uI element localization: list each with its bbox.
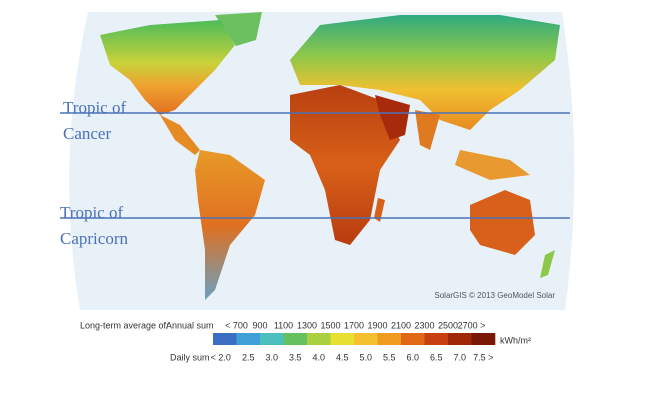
daily-tick-label: 6.5 (430, 352, 443, 362)
color-bar-segment (471, 333, 496, 345)
color-bar-segment (424, 333, 449, 345)
color-bar-segment (354, 333, 378, 345)
daily-tick-label: < 2.0 (211, 352, 231, 362)
annual-tick-label: 2300 (414, 320, 434, 330)
north-america (100, 20, 235, 115)
greenland (215, 12, 262, 46)
legend: Long-term average of: Annual sum kWh/m² … (80, 320, 531, 362)
eurasia (290, 15, 560, 130)
annual-tick-label: 900 (252, 320, 267, 330)
daily-tick-label: 7.0 (453, 352, 466, 362)
daily-tick-label: 4.0 (312, 352, 325, 362)
india (415, 110, 440, 150)
australia (470, 190, 535, 255)
madagascar (374, 198, 385, 222)
legend-caption: Long-term average of: (80, 320, 169, 330)
annual-tick-label: 1700 (344, 320, 364, 330)
color-bar-segment (213, 333, 237, 345)
tropic-label: Cancer (63, 124, 111, 143)
daily-tick-label: 5.5 (383, 352, 396, 362)
tropic-label: Tropic of (63, 98, 126, 117)
map: Tropic of Cancer Tropic of Capricorn Sol… (60, 12, 575, 310)
color-bar-segment (307, 333, 331, 345)
daily-tick-label: 3.5 (289, 352, 302, 362)
africa (290, 85, 400, 245)
color-bar-segment (448, 333, 472, 345)
daily-tick-label: 6.0 (406, 352, 419, 362)
annual-tick-label: 1300 (297, 320, 317, 330)
color-bar-segment (377, 333, 402, 345)
annual-tick-label: 1100 (274, 320, 293, 330)
annual-tick-label: 2700 > (458, 320, 486, 330)
annual-tick-label: 1900 (367, 320, 387, 330)
south-america (195, 150, 265, 300)
annual-tick-label: 2500 (438, 320, 458, 330)
tropic-label: Tropic of (60, 203, 123, 222)
tropic-label: Capricorn (60, 229, 128, 248)
daily-tick-label: 2.5 (242, 352, 255, 362)
color-bar-segment (260, 333, 284, 345)
color-bar-segment (236, 333, 261, 345)
daily-tick-label: 7.5 > (473, 352, 493, 362)
annual-tick-label: < 700 (225, 320, 248, 330)
color-bar-segment (283, 333, 308, 345)
annual-tick-label: 1500 (320, 320, 340, 330)
color-bar-segment (401, 333, 425, 345)
color-bar-segment (330, 333, 355, 345)
credit: SolarGIS © 2013 GeoModel Solar (434, 291, 555, 300)
arabia (375, 95, 410, 140)
central-america (160, 115, 200, 155)
legend-row-label: Annual sum (166, 320, 214, 330)
daily-tick-label: 5.0 (359, 352, 372, 362)
annual-tick-label: 2100 (391, 320, 411, 330)
daily-tick-label: 4.5 (336, 352, 349, 362)
new-zealand (540, 250, 555, 278)
legend-unit: kWh/m² (500, 335, 531, 345)
southeast-asia (455, 150, 530, 180)
legend-row-label: Daily sum (170, 352, 210, 362)
daily-tick-label: 3.0 (265, 352, 278, 362)
